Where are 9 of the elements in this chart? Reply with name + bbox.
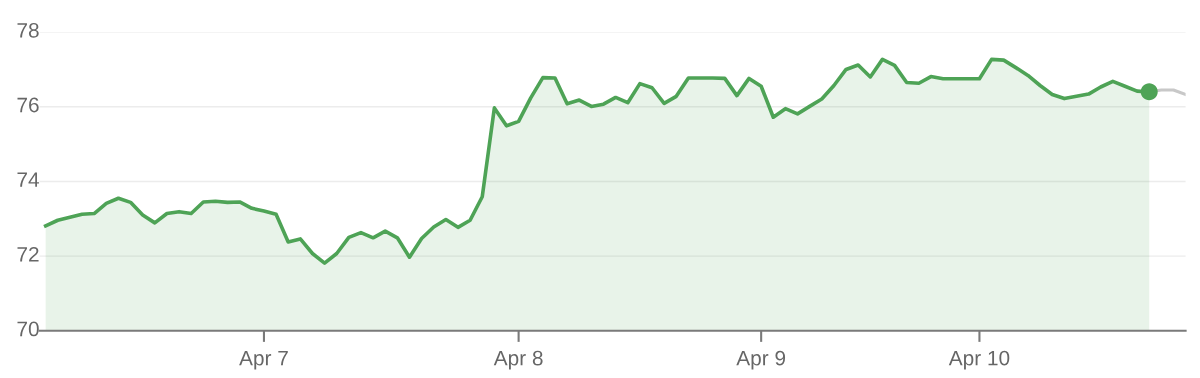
x-tick-label: Apr 10 xyxy=(948,350,1010,370)
y-tick-label: 76 xyxy=(17,97,39,113)
y-tick-label: 74 xyxy=(17,172,39,187)
y-tick-label: 72 xyxy=(17,246,39,262)
x-tick-label: Apr 7 xyxy=(239,350,288,370)
x-tick-label: Apr 9 xyxy=(736,350,786,370)
x-tick-label: Apr 8 xyxy=(493,350,543,370)
y-tick-label: 70 xyxy=(17,321,39,337)
y-tick-label: 78 xyxy=(17,22,39,38)
